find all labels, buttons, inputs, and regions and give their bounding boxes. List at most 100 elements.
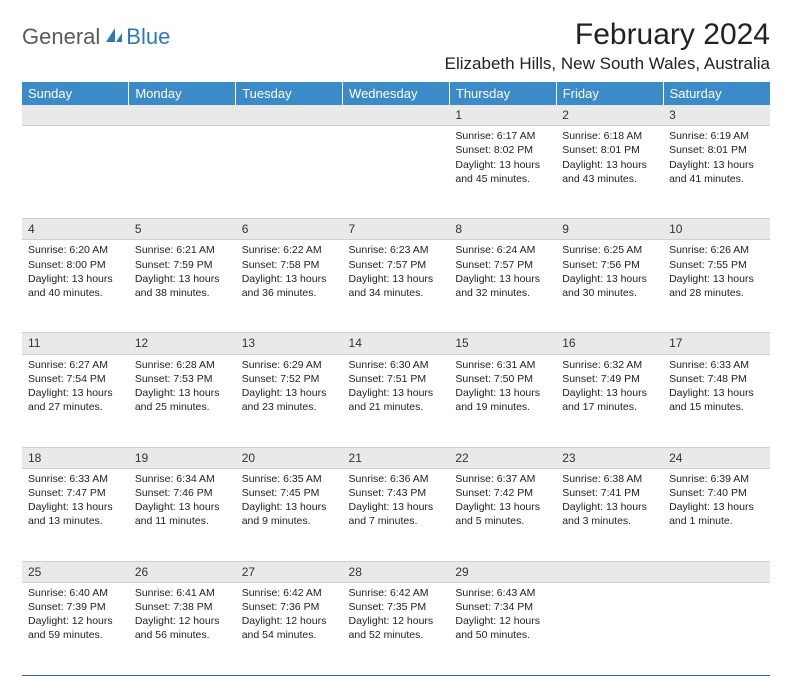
day-cell [129, 126, 236, 219]
day-cell: Sunrise: 6:18 AMSunset: 8:01 PMDaylight:… [556, 126, 663, 219]
sunset-text: Sunset: 7:35 PM [349, 600, 444, 614]
daylight-text: and 38 minutes. [135, 286, 230, 300]
daylight-text: and 34 minutes. [349, 286, 444, 300]
sunset-text: Sunset: 8:01 PM [669, 143, 764, 157]
day-cell: Sunrise: 6:28 AMSunset: 7:53 PMDaylight:… [129, 354, 236, 447]
daylight-text: Daylight: 13 hours [669, 386, 764, 400]
sunrise-text: Sunrise: 6:20 AM [28, 243, 123, 257]
day-cell [556, 582, 663, 675]
day-number: 21 [343, 447, 450, 468]
daylight-text: Daylight: 12 hours [455, 614, 550, 628]
sunrise-text: Sunrise: 6:39 AM [669, 472, 764, 486]
day-cell: Sunrise: 6:33 AMSunset: 7:48 PMDaylight:… [663, 354, 770, 447]
daylight-text: Daylight: 13 hours [669, 272, 764, 286]
daylight-text: Daylight: 13 hours [669, 158, 764, 172]
day-cell: Sunrise: 6:23 AMSunset: 7:57 PMDaylight:… [343, 240, 450, 333]
day-cell: Sunrise: 6:17 AMSunset: 8:02 PMDaylight:… [449, 126, 556, 219]
day-number: 20 [236, 447, 343, 468]
day-cell: Sunrise: 6:19 AMSunset: 8:01 PMDaylight:… [663, 126, 770, 219]
day-number: 17 [663, 333, 770, 354]
day-content-row: Sunrise: 6:17 AMSunset: 8:02 PMDaylight:… [22, 126, 770, 219]
daylight-text: Daylight: 13 hours [242, 386, 337, 400]
daylight-text: Daylight: 13 hours [135, 500, 230, 514]
sunset-text: Sunset: 7:48 PM [669, 372, 764, 386]
day-number: 22 [449, 447, 556, 468]
day-cell: Sunrise: 6:31 AMSunset: 7:50 PMDaylight:… [449, 354, 556, 447]
sunset-text: Sunset: 7:46 PM [135, 486, 230, 500]
logo-sail-icon [104, 26, 124, 49]
day-number: 7 [343, 219, 450, 240]
day-number: 29 [449, 561, 556, 582]
sunrise-text: Sunrise: 6:37 AM [455, 472, 550, 486]
sunset-text: Sunset: 7:51 PM [349, 372, 444, 386]
daylight-text: and 45 minutes. [455, 172, 550, 186]
daylight-text: Daylight: 13 hours [28, 386, 123, 400]
sunrise-text: Sunrise: 6:23 AM [349, 243, 444, 257]
sunrise-text: Sunrise: 6:24 AM [455, 243, 550, 257]
daylight-text: and 43 minutes. [562, 172, 657, 186]
daylight-text: and 11 minutes. [135, 514, 230, 528]
daylight-text: Daylight: 13 hours [562, 386, 657, 400]
sunrise-text: Sunrise: 6:26 AM [669, 243, 764, 257]
day-number: 8 [449, 219, 556, 240]
sunrise-text: Sunrise: 6:38 AM [562, 472, 657, 486]
daylight-text: and 59 minutes. [28, 628, 123, 642]
daylight-text: Daylight: 13 hours [455, 158, 550, 172]
daylight-text: Daylight: 13 hours [135, 272, 230, 286]
day-number: 18 [22, 447, 129, 468]
daylight-text: and 40 minutes. [28, 286, 123, 300]
sunrise-text: Sunrise: 6:36 AM [349, 472, 444, 486]
sunset-text: Sunset: 7:39 PM [28, 600, 123, 614]
daylight-text: Daylight: 13 hours [135, 386, 230, 400]
daylight-text: Daylight: 12 hours [349, 614, 444, 628]
daylight-text: and 28 minutes. [669, 286, 764, 300]
day-header: Friday [556, 82, 663, 105]
sunset-text: Sunset: 7:45 PM [242, 486, 337, 500]
logo: General Blue [22, 18, 170, 50]
daylight-text: and 19 minutes. [455, 400, 550, 414]
sunset-text: Sunset: 8:01 PM [562, 143, 657, 157]
daylight-text: Daylight: 13 hours [28, 500, 123, 514]
sunset-text: Sunset: 8:00 PM [28, 258, 123, 272]
daylight-text: Daylight: 13 hours [562, 500, 657, 514]
day-number [343, 105, 450, 126]
sunrise-text: Sunrise: 6:32 AM [562, 358, 657, 372]
daylight-text: and 1 minute. [669, 514, 764, 528]
sunrise-text: Sunrise: 6:43 AM [455, 586, 550, 600]
day-number-row: 45678910 [22, 219, 770, 240]
daylight-text: Daylight: 12 hours [28, 614, 123, 628]
day-header: Saturday [663, 82, 770, 105]
day-number: 27 [236, 561, 343, 582]
sunrise-text: Sunrise: 6:21 AM [135, 243, 230, 257]
day-cell: Sunrise: 6:33 AMSunset: 7:47 PMDaylight:… [22, 468, 129, 561]
sunrise-text: Sunrise: 6:22 AM [242, 243, 337, 257]
daylight-text: and 9 minutes. [242, 514, 337, 528]
daylight-text: Daylight: 13 hours [669, 500, 764, 514]
day-cell: Sunrise: 6:43 AMSunset: 7:34 PMDaylight:… [449, 582, 556, 675]
sunrise-text: Sunrise: 6:29 AM [242, 358, 337, 372]
sunrise-text: Sunrise: 6:18 AM [562, 129, 657, 143]
day-cell: Sunrise: 6:20 AMSunset: 8:00 PMDaylight:… [22, 240, 129, 333]
daylight-text: Daylight: 13 hours [349, 272, 444, 286]
day-header: Tuesday [236, 82, 343, 105]
day-header-row: Sunday Monday Tuesday Wednesday Thursday… [22, 82, 770, 105]
day-cell: Sunrise: 6:26 AMSunset: 7:55 PMDaylight:… [663, 240, 770, 333]
daylight-text: and 36 minutes. [242, 286, 337, 300]
day-number: 10 [663, 219, 770, 240]
sunset-text: Sunset: 7:52 PM [242, 372, 337, 386]
day-cell: Sunrise: 6:21 AMSunset: 7:59 PMDaylight:… [129, 240, 236, 333]
calendar-table: Sunday Monday Tuesday Wednesday Thursday… [22, 82, 770, 675]
day-header: Monday [129, 82, 236, 105]
sunset-text: Sunset: 7:57 PM [455, 258, 550, 272]
sunrise-text: Sunrise: 6:40 AM [28, 586, 123, 600]
day-cell: Sunrise: 6:42 AMSunset: 7:36 PMDaylight:… [236, 582, 343, 675]
day-cell [22, 126, 129, 219]
daylight-text: Daylight: 13 hours [242, 272, 337, 286]
daylight-text: and 56 minutes. [135, 628, 230, 642]
sunset-text: Sunset: 7:57 PM [349, 258, 444, 272]
sunset-text: Sunset: 7:43 PM [349, 486, 444, 500]
day-cell: Sunrise: 6:35 AMSunset: 7:45 PMDaylight:… [236, 468, 343, 561]
sunset-text: Sunset: 8:02 PM [455, 143, 550, 157]
day-cell: Sunrise: 6:30 AMSunset: 7:51 PMDaylight:… [343, 354, 450, 447]
daylight-text: and 30 minutes. [562, 286, 657, 300]
